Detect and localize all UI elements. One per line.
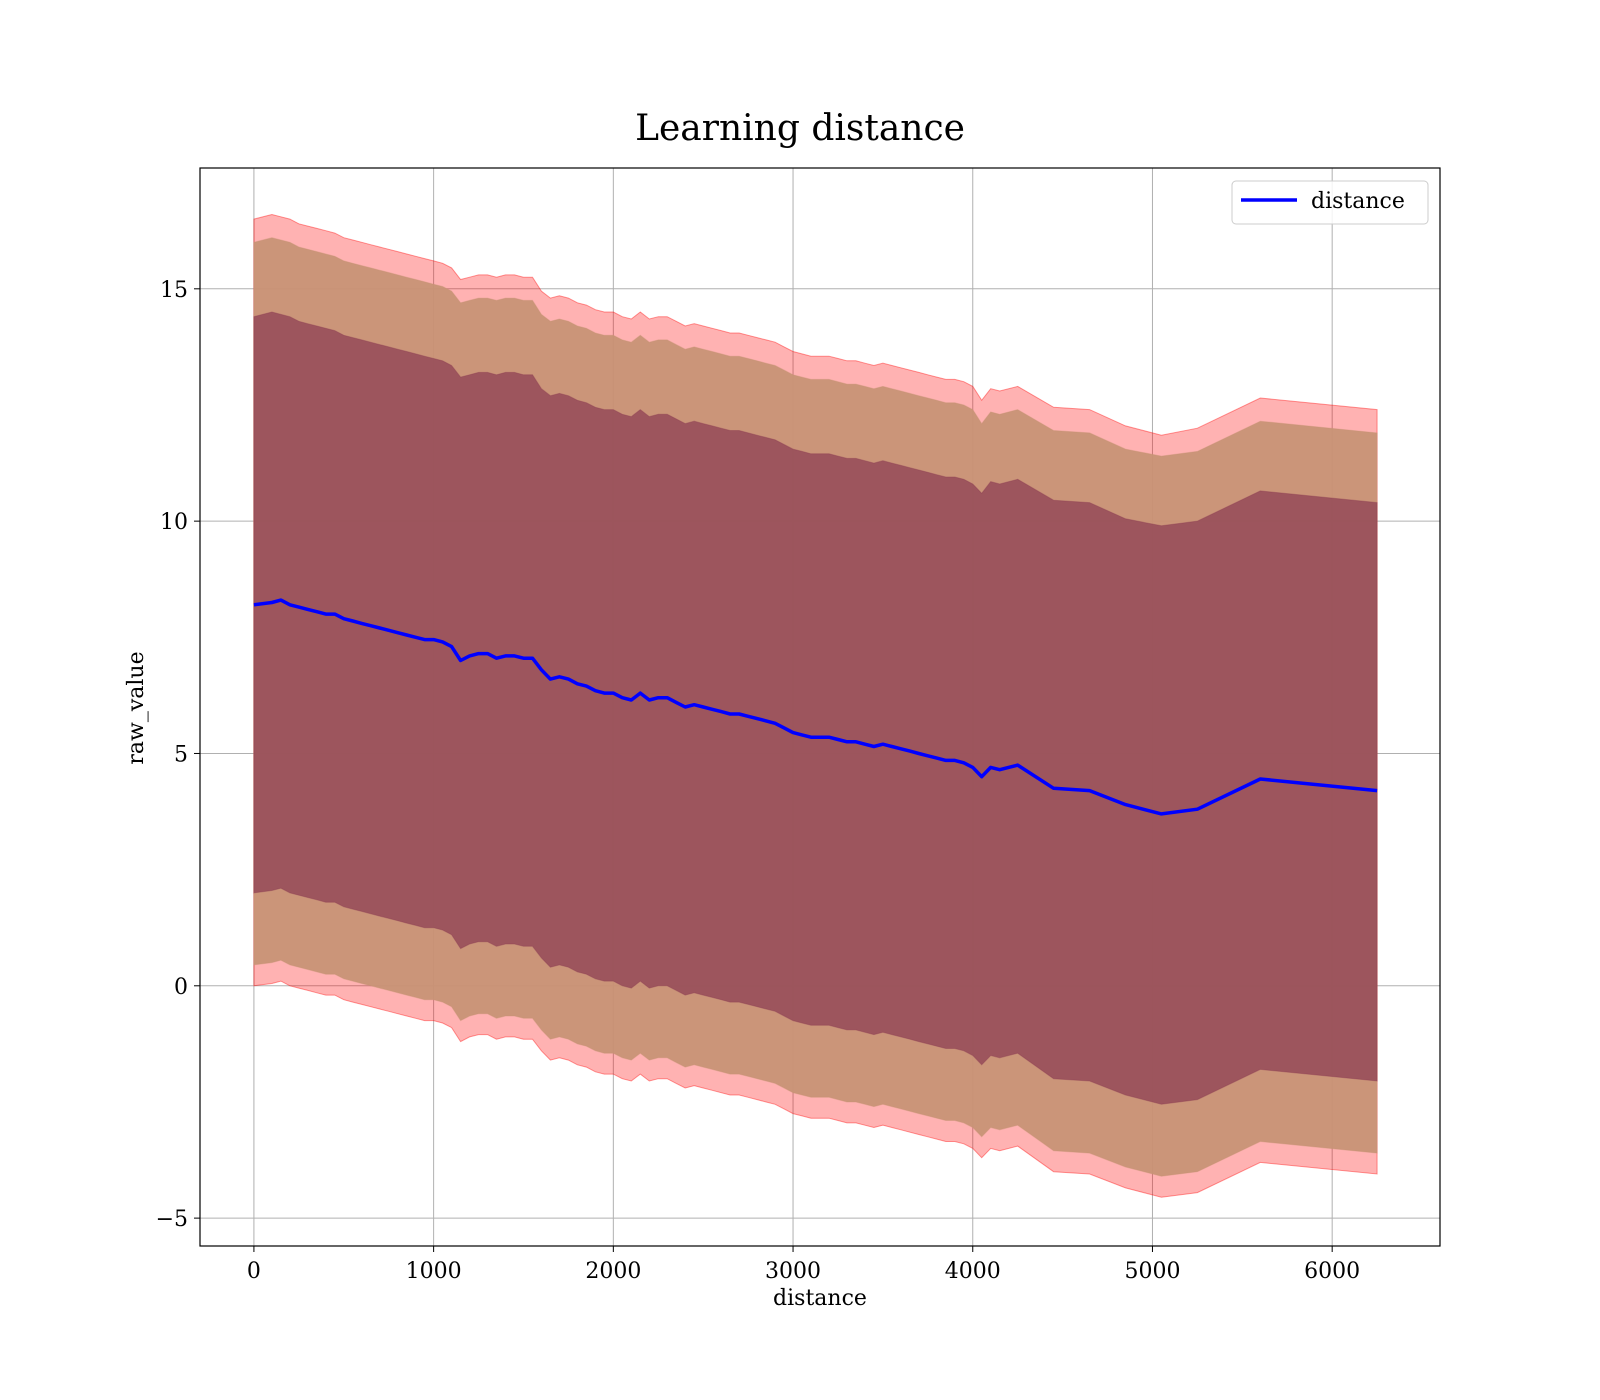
y-tick-label: 0 [174,975,188,1000]
y-tick-label: −5 [156,1207,188,1232]
x-tick-label: 2000 [585,1259,641,1284]
x-tick-label: 4000 [945,1259,1001,1284]
x-tick-label: 1000 [406,1259,462,1284]
chart-title: Learning distance [635,108,965,149]
x-tick-label: 6000 [1304,1259,1360,1284]
series-line-distance [253,598,1378,816]
y-axis-label: raw_value [124,651,149,764]
legend-label: distance [1311,189,1405,214]
series-lines [253,598,1378,816]
plot-frame [199,167,1441,1247]
x-tick-label: 5000 [1124,1259,1180,1284]
legend: distance [1231,180,1429,225]
legend-box [1231,180,1429,225]
x-tick-label: 0 [247,1259,261,1284]
y-tick-label: 15 [160,278,188,303]
confidence-bands [253,213,1378,1198]
x-tick-label: 3000 [765,1259,821,1284]
y-axis-ticks: −5 0 5 10 15 [156,278,200,1232]
y-tick-label: 5 [174,742,188,767]
y-tick-label: 10 [160,510,188,535]
band-inner [253,311,1378,1105]
x-axis-ticks: 0 1000 2000 3000 4000 5000 6000 [247,1246,1360,1284]
x-axis-label: distance [773,1286,867,1311]
